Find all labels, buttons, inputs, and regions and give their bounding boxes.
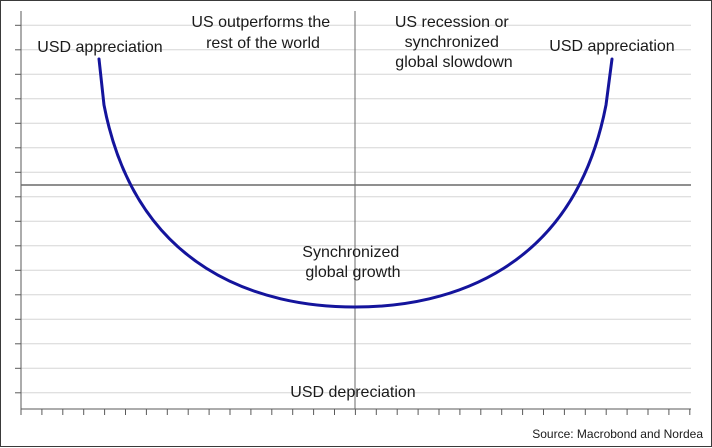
quadrant-upper-left-line-1: US outperforms the [191,14,330,31]
center-label-line-1: Synchronized [302,244,399,261]
left-usd-appreciation-label: USD appreciation [37,39,162,56]
y-axis-ticks [15,24,21,394]
grid-lines [21,24,691,394]
dollar-smile-curve [97,57,614,309]
quadrant-upper-right-line-3: global slowdown [395,54,512,71]
center-label: Synchronized global growth [302,244,403,281]
quadrant-upper-left-label: US outperforms the rest of the world [191,14,334,52]
quadrant-upper-right-line-1: US recession or [395,14,509,31]
usd-depreciation-label: USD depreciation [290,384,415,401]
center-label-line-2: global growth [305,264,400,281]
quadrant-upper-left-line-2: rest of the world [206,35,320,52]
right-usd-appreciation-label: USD appreciation [549,38,674,55]
quadrant-upper-right-line-2: synchronized [405,34,499,51]
source-note: Source: Macrobond and Nordea [532,427,703,441]
x-axis-ticks [20,409,691,415]
quadrant-upper-right-label: US recession or synchronized global slow… [395,14,513,71]
